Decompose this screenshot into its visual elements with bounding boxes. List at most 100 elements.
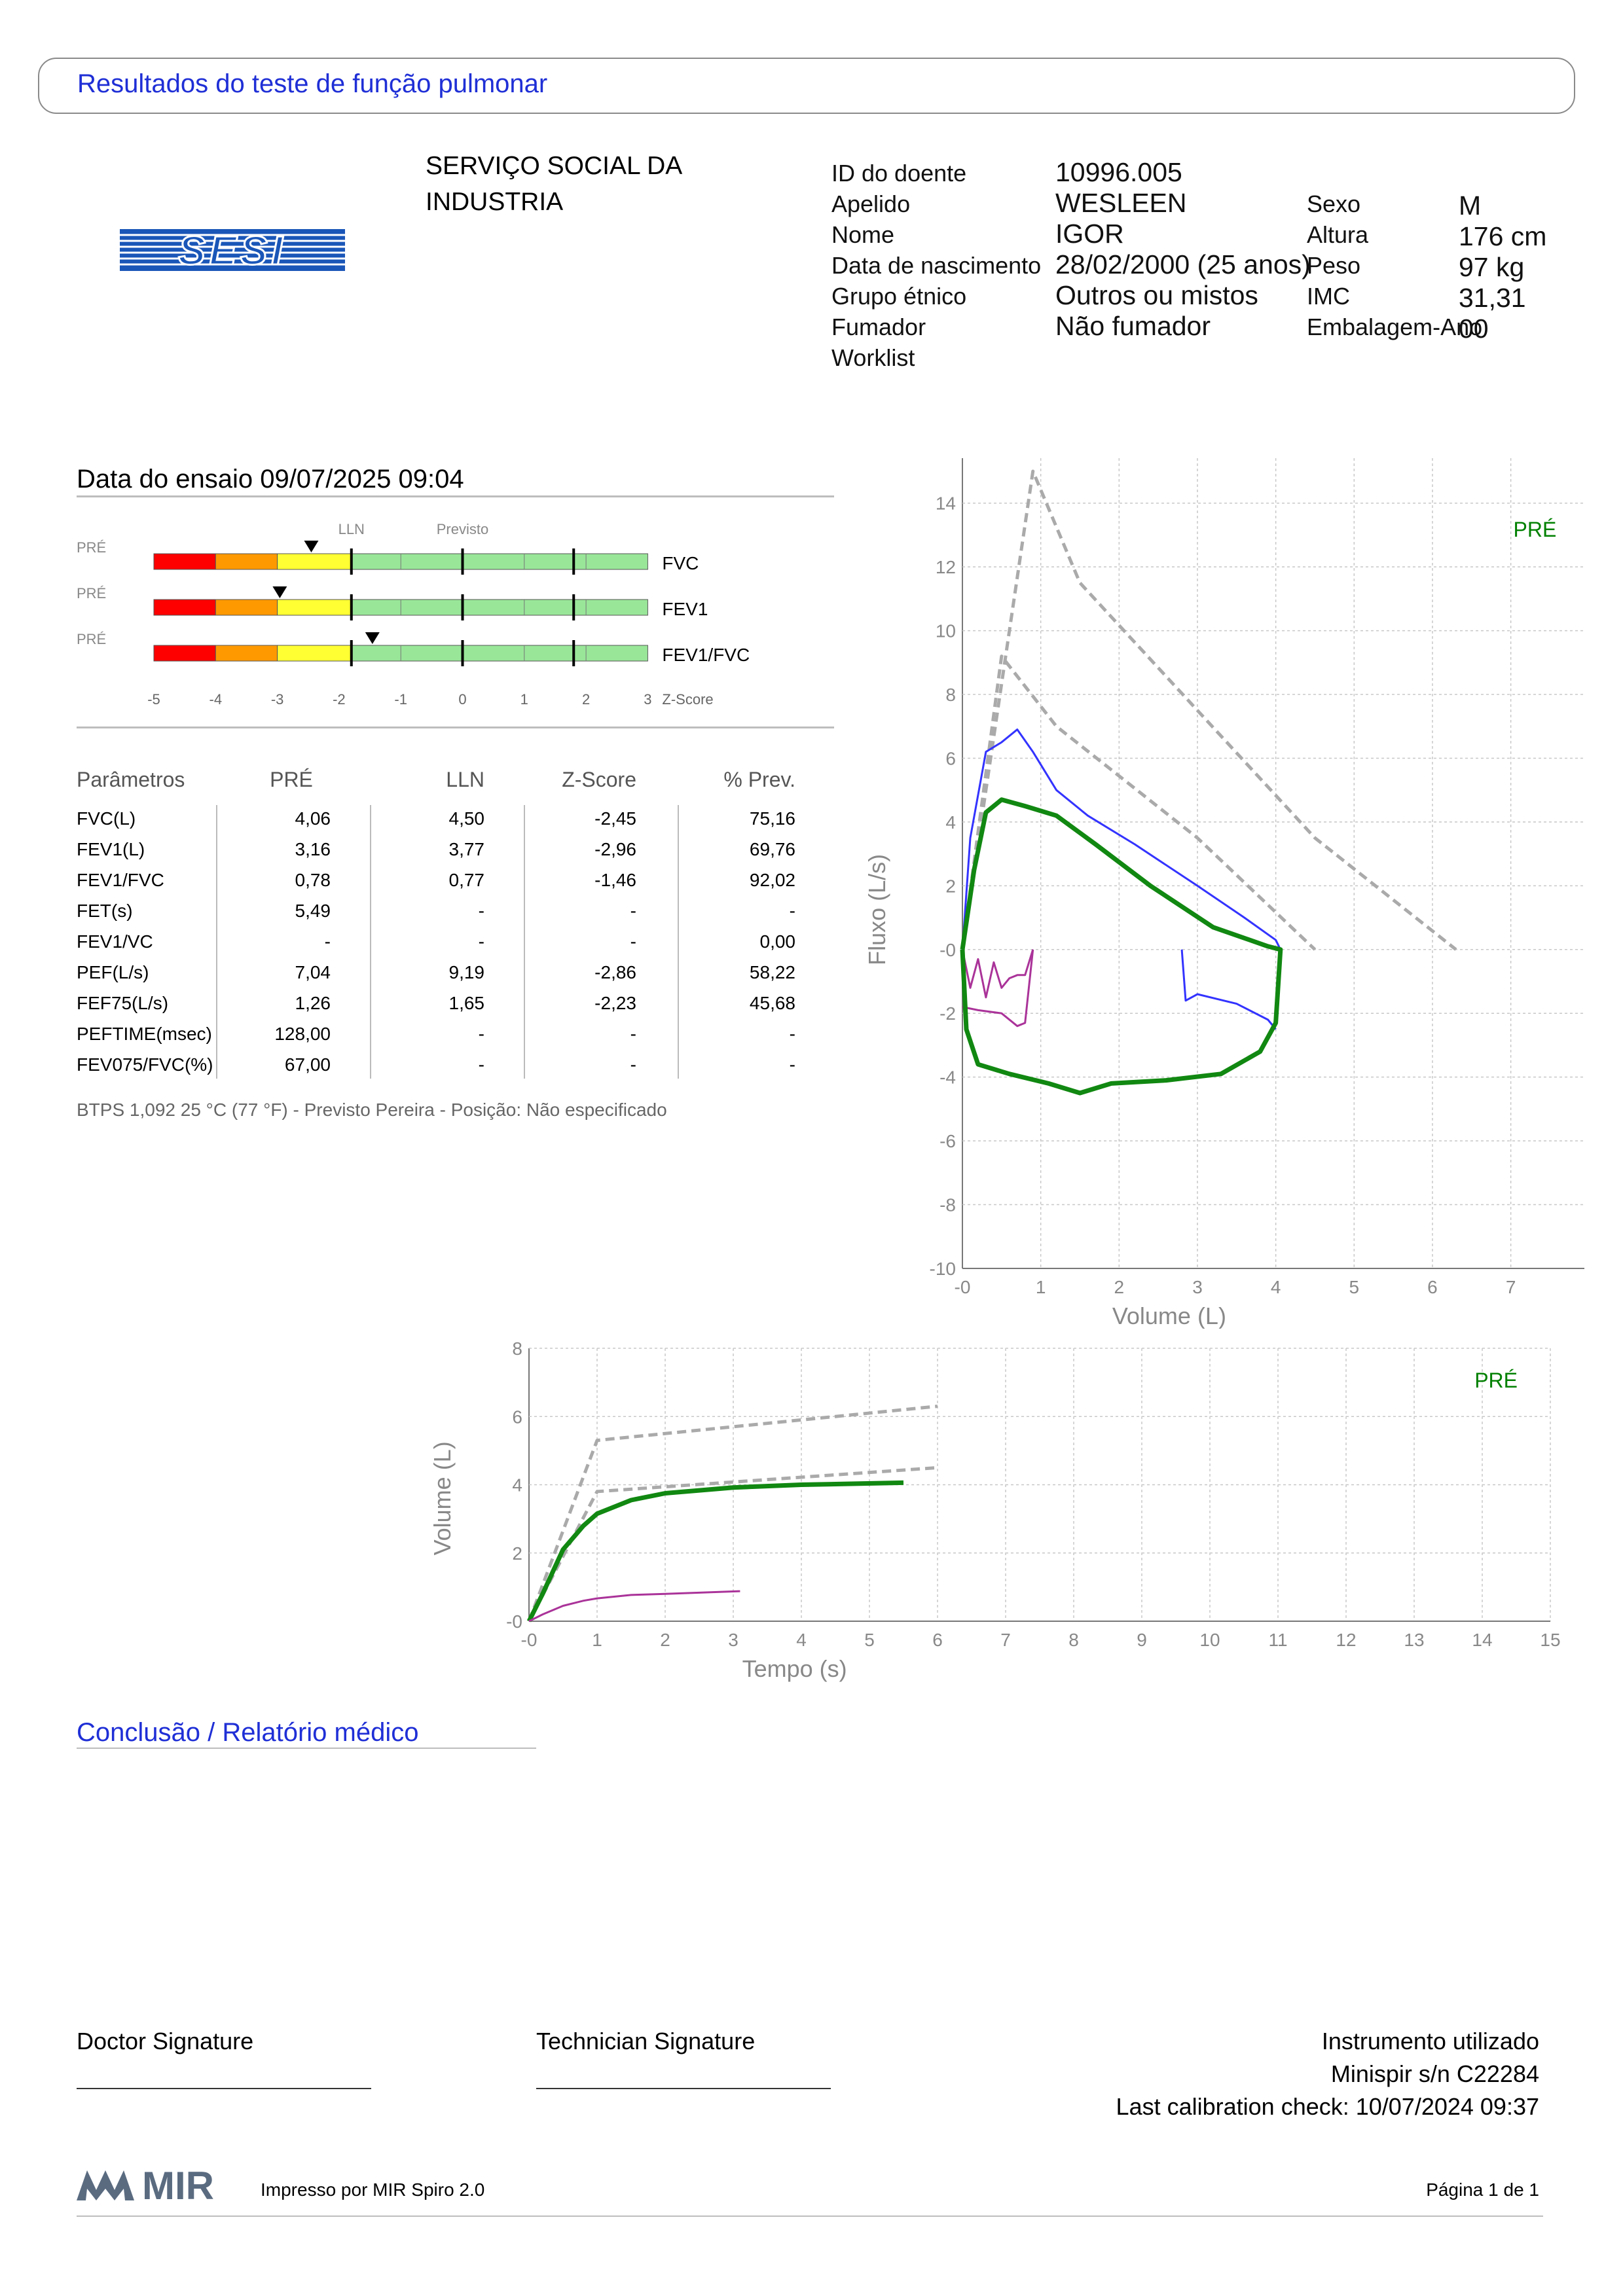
table-cell: FEV1/FVC bbox=[77, 870, 164, 890]
technician-signature-line bbox=[536, 2088, 831, 2089]
zscore-tick-label: -4 bbox=[210, 691, 223, 708]
zscore-tick-label: 1 bbox=[520, 691, 528, 708]
table-cell: - bbox=[789, 1054, 795, 1075]
patient-field-value: M bbox=[1459, 190, 1482, 221]
zscore-tick-label: -3 bbox=[271, 691, 284, 708]
zscore-segment bbox=[215, 553, 278, 570]
pre-tag: PRÉ bbox=[77, 585, 106, 601]
predicted-label: Previsto bbox=[437, 521, 488, 537]
patient-field-value: Não fumador bbox=[1055, 311, 1211, 341]
divider bbox=[77, 1748, 536, 1749]
y-tick-label: -2 bbox=[939, 1003, 956, 1024]
table-cell: PEF(L/s) bbox=[77, 962, 149, 982]
table-cell: 92,02 bbox=[749, 870, 795, 890]
x-tick-label: 9 bbox=[1137, 1630, 1147, 1650]
table-cell: 1,65 bbox=[448, 993, 485, 1013]
zscore-tick-label: 0 bbox=[458, 691, 466, 708]
zscore-tick-label: -1 bbox=[394, 691, 407, 708]
patient-field-value: 10996.005 bbox=[1055, 157, 1182, 187]
zscore-axis-label: Z-Score bbox=[662, 691, 713, 708]
table-cell: 5,49 bbox=[295, 901, 331, 921]
table-cell: -2,23 bbox=[594, 993, 636, 1013]
table-cell: - bbox=[789, 901, 795, 921]
y-tick-label: 6 bbox=[512, 1407, 522, 1427]
x-tick-label: 13 bbox=[1404, 1630, 1424, 1650]
zscore-segment bbox=[153, 553, 216, 570]
patient-field-label: Embalagem-Ano bbox=[1307, 314, 1483, 340]
divider bbox=[77, 495, 834, 497]
zscore-segment bbox=[277, 553, 352, 570]
zscore-segment bbox=[351, 553, 648, 570]
y-tick-label: 10 bbox=[936, 621, 956, 641]
sesi-logo: SESI bbox=[120, 229, 345, 271]
doctor-signature-label: Doctor Signature bbox=[77, 2028, 254, 2054]
y-tick-label: 4 bbox=[945, 812, 956, 833]
flow-volume-chart: -012345678-10-8-6-4-2-02468101214Volume … bbox=[864, 458, 1584, 1329]
y-axis-label: Volume (L) bbox=[429, 1441, 456, 1555]
x-tick-label: 10 bbox=[1199, 1630, 1220, 1650]
table-cell: - bbox=[630, 1024, 636, 1044]
zscore-segment bbox=[277, 645, 352, 662]
table-cell: - bbox=[630, 1054, 636, 1075]
lln-label: LLN bbox=[338, 521, 365, 537]
x-tick-label: -0 bbox=[955, 1277, 971, 1297]
table-cell: - bbox=[789, 1024, 795, 1044]
legend-label: PRÉ bbox=[1513, 518, 1556, 541]
zscore-tick-label: -2 bbox=[333, 691, 346, 708]
y-tick-label: 8 bbox=[945, 685, 956, 705]
y-tick-label: -0 bbox=[506, 1611, 522, 1632]
report-header-box: Resultados do teste de função pulmonar bbox=[38, 58, 1575, 114]
x-tick-label: 3 bbox=[728, 1630, 739, 1650]
table-header: Z-Score bbox=[562, 768, 636, 791]
x-tick-label: 7 bbox=[1506, 1277, 1516, 1297]
printed-by: Impresso por MIR Spiro 2.0 bbox=[261, 2179, 485, 2200]
series-line bbox=[528, 1590, 740, 1623]
table-cell: -2,45 bbox=[594, 808, 636, 829]
x-tick-label: 12 bbox=[1336, 1630, 1356, 1650]
y-tick-label: -4 bbox=[939, 1067, 956, 1088]
zscore-pointer bbox=[365, 632, 380, 644]
table-column-divider bbox=[678, 805, 679, 1079]
table-cell: 45,68 bbox=[749, 993, 795, 1013]
zscore-pointer bbox=[272, 586, 287, 598]
technician-signature-label: Technician Signature bbox=[536, 2028, 756, 2054]
page-number: Página 1 de 1 bbox=[1426, 2179, 1539, 2200]
table-cell: FEV075/FVC(%) bbox=[77, 1054, 213, 1075]
zscore-segment bbox=[351, 645, 648, 662]
organization-name-line2: INDUSTRIA bbox=[426, 188, 564, 216]
table-cell: 69,76 bbox=[749, 839, 795, 859]
patient-field-label: ID do doente bbox=[831, 160, 967, 187]
x-tick-label: 6 bbox=[1427, 1277, 1438, 1297]
table-cell: - bbox=[324, 931, 331, 952]
y-tick-label: -10 bbox=[930, 1259, 956, 1279]
x-tick-label: 4 bbox=[1271, 1277, 1281, 1297]
patient-field-label: Peso bbox=[1307, 252, 1361, 279]
zscore-tick-label: 3 bbox=[644, 691, 651, 708]
organization-name-line1: SERVIÇO SOCIAL DA bbox=[426, 152, 683, 180]
x-axis-label: Volume (L) bbox=[1112, 1302, 1226, 1329]
y-tick-label: 4 bbox=[512, 1475, 522, 1496]
table-header: Parâmetros bbox=[77, 768, 185, 791]
doctor-signature-line bbox=[77, 2088, 371, 2089]
table-header: LLN bbox=[446, 768, 484, 791]
bar-name: FEV1/FVC bbox=[662, 645, 750, 665]
table-cell: 9,19 bbox=[448, 962, 485, 982]
table-column-divider bbox=[524, 805, 525, 1079]
table-cell: -2,96 bbox=[594, 839, 636, 859]
x-tick-label: 1 bbox=[1036, 1277, 1046, 1297]
patient-field-label: IMC bbox=[1307, 283, 1350, 310]
patient-field-label: Altura bbox=[1307, 221, 1369, 248]
table-cell: - bbox=[630, 901, 636, 921]
table-column-divider bbox=[216, 805, 217, 1079]
patient-field-label: Worklist bbox=[831, 344, 915, 371]
x-tick-label: 11 bbox=[1268, 1630, 1287, 1650]
table-cell: FEV1/VC bbox=[77, 931, 153, 952]
patient-field-value: 28/02/2000 (25 anos) bbox=[1055, 249, 1311, 279]
x-tick-label: 3 bbox=[1192, 1277, 1203, 1297]
patient-field-value: 00 bbox=[1459, 314, 1489, 344]
legend-label: PRÉ bbox=[1474, 1369, 1518, 1392]
organization-name: SERVIÇO SOCIAL DA INDUSTRIA bbox=[426, 148, 682, 220]
zscore-segment bbox=[351, 599, 648, 616]
sesi-logo-text: SESI bbox=[178, 229, 286, 271]
zscore-tick-label: -5 bbox=[147, 691, 160, 708]
